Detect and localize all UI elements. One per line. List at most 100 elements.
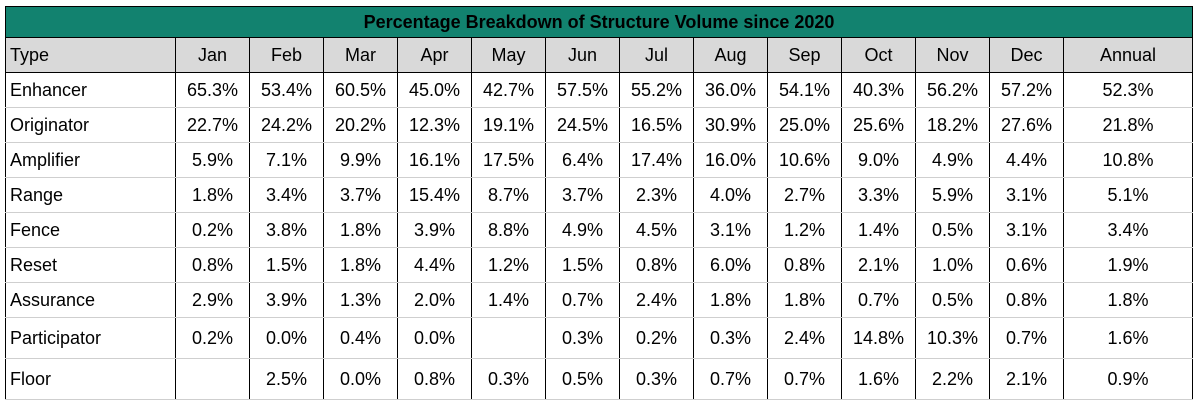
- data-cell: 3.4%: [1063, 212, 1193, 248]
- data-cell: 0.7%: [767, 358, 842, 400]
- data-cell: 4.9%: [545, 212, 620, 248]
- data-cell: 2.3%: [619, 177, 694, 213]
- data-cell: 1.2%: [471, 247, 546, 283]
- data-cell: 1.6%: [1063, 317, 1193, 359]
- row-label: Assurance: [5, 282, 176, 318]
- data-cell: 2.2%: [915, 358, 990, 400]
- data-cell: 15.4%: [397, 177, 472, 213]
- data-cell: 1.8%: [767, 282, 842, 318]
- data-cell: 1.3%: [323, 282, 398, 318]
- data-cell: 10.6%: [767, 142, 842, 178]
- table-row: Originator 22.7% 24.2% 20.2% 12.3% 19.1% 24.5%…: [5, 107, 1193, 143]
- column-header: Feb: [249, 37, 324, 73]
- data-cell: 8.8%: [471, 212, 546, 248]
- data-cell: 3.7%: [545, 177, 620, 213]
- data-cell: 65.3%: [175, 72, 250, 108]
- data-cell: 16.0%: [693, 142, 768, 178]
- row-label: Fence: [5, 212, 176, 248]
- header-row: Type Jan Feb Mar Apr May Jun Jul Aug Sep Oct Nov Dec…: [5, 37, 1193, 73]
- data-cell: 3.7%: [323, 177, 398, 213]
- data-cell: 0.8%: [175, 247, 250, 283]
- data-cell: 0.7%: [693, 358, 768, 400]
- data-cell: 18.2%: [915, 107, 990, 143]
- data-cell: 1.2%: [767, 212, 842, 248]
- data-cell: 2.9%: [175, 282, 250, 318]
- data-cell: 4.5%: [619, 212, 694, 248]
- data-cell: 10.8%: [1063, 142, 1193, 178]
- column-header: Apr: [397, 37, 472, 73]
- data-cell: 60.5%: [323, 72, 398, 108]
- data-cell: [175, 358, 250, 400]
- data-cell: 0.5%: [915, 212, 990, 248]
- data-cell: 16.5%: [619, 107, 694, 143]
- data-cell: 1.8%: [323, 212, 398, 248]
- column-header: May: [471, 37, 546, 73]
- data-cell: 19.1%: [471, 107, 546, 143]
- data-cell: 5.1%: [1063, 177, 1193, 213]
- data-cell: 0.3%: [545, 317, 620, 359]
- data-cell: 4.4%: [989, 142, 1064, 178]
- data-cell: 53.4%: [249, 72, 324, 108]
- row-label: Floor: [5, 358, 176, 400]
- data-cell: [471, 317, 546, 359]
- data-cell: 3.1%: [989, 212, 1064, 248]
- data-cell: 40.3%: [841, 72, 916, 108]
- row-label: Reset: [5, 247, 176, 283]
- data-cell: 30.9%: [693, 107, 768, 143]
- column-header: Jan: [175, 37, 250, 73]
- data-cell: 0.3%: [693, 317, 768, 359]
- data-cell: 2.7%: [767, 177, 842, 213]
- row-label: Range: [5, 177, 176, 213]
- data-cell: 5.9%: [175, 142, 250, 178]
- data-cell: 1.4%: [841, 212, 916, 248]
- data-cell: 3.9%: [249, 282, 324, 318]
- data-cell: 0.7%: [989, 317, 1064, 359]
- data-cell: 0.2%: [175, 212, 250, 248]
- data-cell: 10.3%: [915, 317, 990, 359]
- data-cell: 2.4%: [767, 317, 842, 359]
- column-header: Jun: [545, 37, 620, 73]
- data-cell: 17.5%: [471, 142, 546, 178]
- data-cell: 21.8%: [1063, 107, 1193, 143]
- table-row: Floor 2.5% 0.0% 0.8% 0.3% 0.5% 0.3% 0.7% 0.7% 1.6…: [5, 358, 1193, 400]
- table-row: Participator 0.2% 0.0% 0.4% 0.0% 0.3% 0.2% 0.3%…: [5, 317, 1193, 359]
- data-cell: 4.4%: [397, 247, 472, 283]
- data-cell: 2.1%: [989, 358, 1064, 400]
- column-header: Dec: [989, 37, 1064, 73]
- row-label: Originator: [5, 107, 176, 143]
- table-row: Assurance 2.9% 3.9% 1.3% 2.0% 1.4% 0.7% 2.4% 1.8…: [5, 282, 1193, 318]
- data-cell: 3.8%: [249, 212, 324, 248]
- data-cell: 56.2%: [915, 72, 990, 108]
- data-cell: 1.9%: [1063, 247, 1193, 283]
- data-cell: 0.8%: [767, 247, 842, 283]
- data-cell: 54.1%: [767, 72, 842, 108]
- data-cell: 6.4%: [545, 142, 620, 178]
- data-cell: 9.9%: [323, 142, 398, 178]
- data-cell: 4.0%: [693, 177, 768, 213]
- table-row: Range 1.8% 3.4% 3.7% 15.4% 8.7% 3.7% 2.3% 4.0% 2.…: [5, 177, 1193, 213]
- table-row: Reset 0.8% 1.5% 1.8% 4.4% 1.2% 1.5% 0.8% 6.0% 0.8…: [5, 247, 1193, 283]
- data-cell: 25.6%: [841, 107, 916, 143]
- data-cell: 1.4%: [471, 282, 546, 318]
- data-cell: 0.2%: [175, 317, 250, 359]
- data-cell: 0.3%: [471, 358, 546, 400]
- data-cell: 52.3%: [1063, 72, 1193, 108]
- data-cell: 1.0%: [915, 247, 990, 283]
- data-cell: 6.0%: [693, 247, 768, 283]
- data-cell: 0.7%: [841, 282, 916, 318]
- data-cell: 3.1%: [989, 177, 1064, 213]
- table-row: Amplifier 5.9% 7.1% 9.9% 16.1% 17.5% 6.4% 17.4%…: [5, 142, 1193, 178]
- data-cell: 4.9%: [915, 142, 990, 178]
- data-cell: 0.5%: [545, 358, 620, 400]
- data-cell: 9.0%: [841, 142, 916, 178]
- data-cell: 0.4%: [323, 317, 398, 359]
- data-cell: 24.2%: [249, 107, 324, 143]
- data-cell: 0.9%: [1063, 358, 1193, 400]
- data-cell: 0.3%: [619, 358, 694, 400]
- data-cell: 2.5%: [249, 358, 324, 400]
- column-header: Mar: [323, 37, 398, 73]
- data-cell: 0.7%: [545, 282, 620, 318]
- data-cell: 1.8%: [323, 247, 398, 283]
- data-cell: 5.9%: [915, 177, 990, 213]
- data-cell: 1.8%: [1063, 282, 1193, 318]
